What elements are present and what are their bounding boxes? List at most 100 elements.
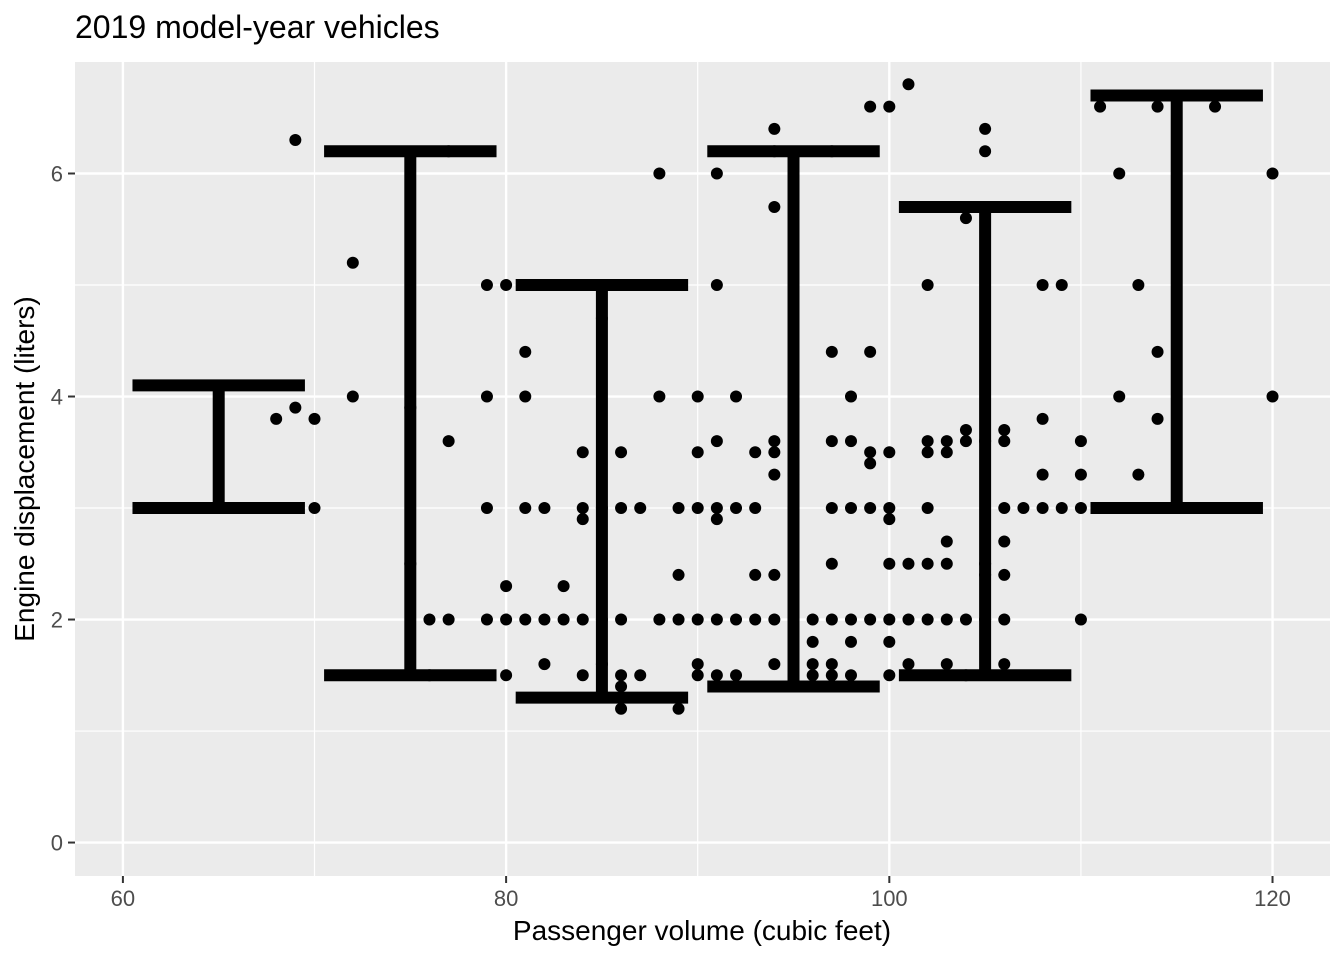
- tick-labels: 60 80 100 120 0 2 4 6: [51, 162, 1291, 911]
- data-point: [519, 345, 532, 358]
- data-point: [480, 279, 493, 292]
- data-point: [730, 669, 743, 682]
- data-point: [1017, 502, 1030, 515]
- plot-panel: [75, 62, 1330, 876]
- data-point: [864, 446, 877, 459]
- data-point: [883, 502, 896, 515]
- data-point: [480, 613, 493, 626]
- error-bar: [132, 379, 305, 515]
- data-point: [1209, 100, 1222, 113]
- data-point: [346, 256, 359, 269]
- data-point: [615, 680, 628, 693]
- data-point: [500, 613, 513, 626]
- data-point: [921, 446, 934, 459]
- data-point: [538, 613, 551, 626]
- data-point: [825, 502, 838, 515]
- data-point: [1036, 468, 1049, 481]
- data-point: [998, 535, 1011, 548]
- data-point: [979, 145, 992, 158]
- data-point: [538, 658, 551, 671]
- data-point: [634, 502, 647, 515]
- data-point: [940, 435, 953, 448]
- data-point: [672, 702, 685, 715]
- data-point: [883, 513, 896, 526]
- data-point: [1151, 100, 1164, 113]
- data-point: [691, 502, 704, 515]
- data-point: [576, 669, 589, 682]
- data-point: [768, 446, 781, 459]
- data-point: [768, 613, 781, 626]
- data-point: [710, 502, 723, 515]
- data-point: [1036, 412, 1049, 425]
- data-point: [480, 390, 493, 403]
- data-point: [672, 613, 685, 626]
- data-point: [1036, 279, 1049, 292]
- data-point: [959, 613, 972, 626]
- data-point: [768, 122, 781, 135]
- data-point: [653, 167, 666, 180]
- data-point: [730, 613, 743, 626]
- data-point: [710, 435, 723, 448]
- data-point: [730, 502, 743, 515]
- data-point: [519, 390, 532, 403]
- data-point: [691, 669, 704, 682]
- data-point: [883, 613, 896, 626]
- data-point: [844, 635, 857, 648]
- error-bar: [324, 145, 497, 682]
- y-tick-label: 2: [51, 608, 63, 633]
- data-point: [691, 658, 704, 671]
- data-point: [806, 669, 819, 682]
- data-point: [480, 502, 493, 515]
- data-point: [615, 502, 628, 515]
- data-point: [844, 502, 857, 515]
- data-point: [1266, 390, 1279, 403]
- data-point: [1074, 502, 1087, 515]
- data-point: [902, 78, 915, 91]
- data-point: [1132, 279, 1145, 292]
- data-point: [1094, 100, 1107, 113]
- data-point: [538, 502, 551, 515]
- data-point: [691, 446, 704, 459]
- data-point: [940, 613, 953, 626]
- data-point: [1074, 435, 1087, 448]
- data-point: [825, 435, 838, 448]
- data-point: [768, 658, 781, 671]
- x-tick-label: 120: [1254, 886, 1291, 911]
- data-point: [921, 557, 934, 570]
- data-point: [864, 613, 877, 626]
- data-point: [959, 212, 972, 225]
- y-tick-label: 6: [51, 162, 63, 187]
- data-point: [1113, 390, 1126, 403]
- data-point: [998, 613, 1011, 626]
- data-point: [710, 513, 723, 526]
- data-point: [921, 279, 934, 292]
- data-point: [844, 669, 857, 682]
- data-point: [806, 613, 819, 626]
- data-point: [576, 502, 589, 515]
- data-point: [1074, 613, 1087, 626]
- data-point: [710, 613, 723, 626]
- data-point: [979, 122, 992, 135]
- data-point: [691, 390, 704, 403]
- data-point: [1266, 167, 1279, 180]
- data-point: [844, 435, 857, 448]
- data-point: [576, 513, 589, 526]
- y-axis-label: Engine displacement (liters): [9, 296, 40, 642]
- data-point: [1036, 502, 1049, 515]
- data-point: [749, 502, 762, 515]
- data-point: [883, 446, 896, 459]
- data-point: [902, 613, 915, 626]
- data-point: [768, 468, 781, 481]
- data-point: [442, 435, 455, 448]
- data-point: [825, 669, 838, 682]
- data-point: [672, 502, 685, 515]
- data-point: [1055, 279, 1068, 292]
- data-point: [576, 446, 589, 459]
- data-point: [710, 279, 723, 292]
- x-tick-label: 60: [111, 886, 135, 911]
- data-point: [806, 635, 819, 648]
- data-point: [749, 613, 762, 626]
- data-point: [864, 345, 877, 358]
- x-axis-label: Passenger volume (cubic feet): [513, 915, 891, 946]
